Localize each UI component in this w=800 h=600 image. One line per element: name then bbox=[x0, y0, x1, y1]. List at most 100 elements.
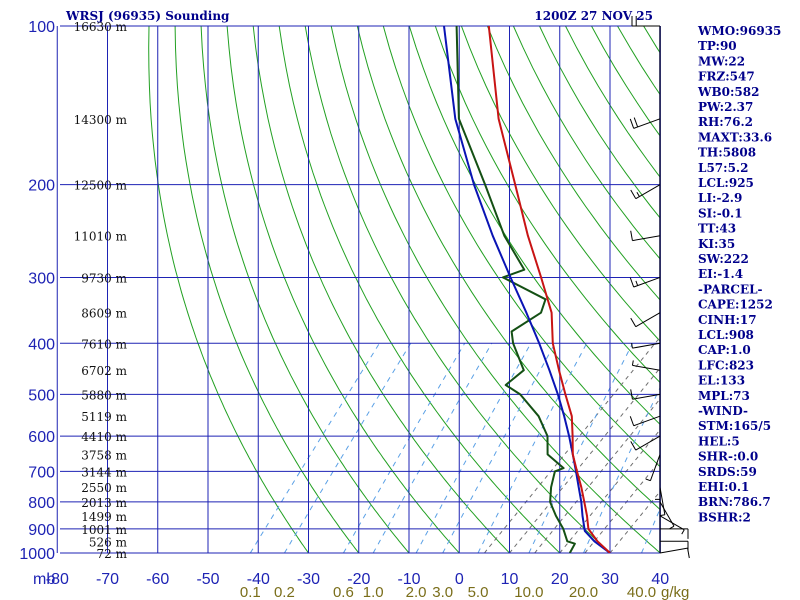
mixing-ratio-label: 0.2 bbox=[274, 584, 295, 600]
mixing-ratio-label: 3.0 bbox=[432, 584, 453, 600]
height-label: 6702 m bbox=[81, 364, 127, 378]
pressure-tick-label: 100 bbox=[28, 19, 55, 36]
temperature-tick-label: 20 bbox=[551, 571, 569, 588]
sounding-index: TT:43 bbox=[698, 222, 736, 236]
mixing-ratio-label: 5.0 bbox=[468, 584, 489, 600]
sounding-index: PW:2.37 bbox=[698, 100, 753, 114]
height-label: 3144 m bbox=[81, 465, 127, 479]
pressure-tick-label: 200 bbox=[28, 178, 55, 195]
wind-barb-flag bbox=[659, 514, 665, 517]
wind-barb-staff bbox=[633, 276, 661, 288]
pressure-tick-label: 600 bbox=[28, 429, 55, 446]
height-label: 11010 m bbox=[74, 230, 128, 244]
dry-adiabat bbox=[486, 26, 660, 301]
height-label: 14300 m bbox=[74, 113, 128, 127]
dry-adiabat bbox=[148, 26, 309, 553]
wind-barb-staff bbox=[659, 547, 688, 554]
sounding-index: -PARCEL- bbox=[698, 282, 763, 296]
wind-barb-staff bbox=[635, 435, 661, 451]
dry-adiabat bbox=[252, 26, 510, 553]
wind-barb-flag bbox=[630, 189, 637, 199]
sounding-index: LCL:908 bbox=[698, 328, 754, 342]
temperature-tick-label: -40 bbox=[247, 571, 270, 588]
pressure-tick-label: 700 bbox=[28, 464, 55, 481]
wind-barb-flag bbox=[631, 360, 634, 366]
wind-barb-flag bbox=[630, 441, 637, 451]
wind-barb-flag bbox=[645, 478, 651, 482]
wind-barb-flag bbox=[629, 118, 635, 129]
wind-barbs bbox=[629, 16, 690, 559]
mixing-ratio-label: 20.0 bbox=[569, 584, 598, 600]
dry-adiabat bbox=[512, 26, 660, 260]
wind-barb-flag bbox=[669, 525, 675, 530]
moist-adiabat bbox=[509, 367, 660, 553]
temperature-tick-label: -50 bbox=[196, 571, 219, 588]
temperature-tick-label: -30 bbox=[297, 571, 320, 588]
temperature-tick-label: -60 bbox=[146, 571, 169, 588]
wind-barb-staff bbox=[659, 487, 666, 515]
wind-barb bbox=[629, 117, 661, 129]
sounding-index: LCL:925 bbox=[698, 176, 754, 190]
dry-adiabat bbox=[304, 26, 611, 553]
sounding-index: EI:-1.4 bbox=[698, 267, 743, 281]
sounding-index: TP:90 bbox=[698, 39, 737, 53]
dry-adiabats bbox=[148, 26, 660, 553]
height-label: 5880 m bbox=[81, 388, 127, 402]
dry-adiabat bbox=[408, 26, 660, 425]
wind-barb bbox=[659, 487, 666, 517]
wind-barb bbox=[630, 230, 661, 242]
wind-barb-flag bbox=[636, 191, 640, 197]
wind-barb-staff bbox=[632, 393, 661, 400]
temperature-trace bbox=[487, 26, 611, 553]
pressure-tick-label: 1000 bbox=[19, 546, 55, 563]
pressure-unit-label: mb bbox=[33, 571, 55, 588]
height-label: 1001 m bbox=[81, 523, 127, 537]
temperature-tick-label: -80 bbox=[46, 571, 69, 588]
wind-barb bbox=[660, 540, 689, 552]
pressure-tick-label: 300 bbox=[28, 270, 55, 287]
height-label: 2550 m bbox=[81, 481, 127, 495]
dry-adiabat bbox=[382, 26, 660, 468]
sounding-index: KI:35 bbox=[698, 237, 735, 251]
height-label: 4410 m bbox=[81, 430, 127, 444]
sounding-index: WMO:96935 bbox=[697, 24, 781, 38]
height-label: 3758 m bbox=[81, 448, 127, 462]
sounding-index: CINH:17 bbox=[698, 313, 757, 327]
wind-barb-staff bbox=[632, 342, 661, 349]
wind-barb-flag bbox=[630, 230, 633, 241]
wind-barb-staff bbox=[632, 364, 661, 371]
moist-adiabat bbox=[484, 336, 660, 553]
sounding-index: LFC:823 bbox=[698, 358, 754, 372]
mixing-ratio-label: 0.6 bbox=[333, 584, 354, 600]
wind-barb-staff bbox=[649, 454, 661, 481]
dry-adiabat bbox=[356, 26, 660, 511]
mixing-ratio-unit-label: g/kg bbox=[661, 584, 689, 600]
sounding-index: SHR-:0.0 bbox=[698, 450, 758, 464]
pressure-tick-label: 800 bbox=[28, 495, 55, 512]
sounding-index: HEL:5 bbox=[698, 434, 740, 448]
temperature-tick-label: 0 bbox=[455, 571, 464, 588]
wind-barb-flag bbox=[631, 343, 633, 349]
wind-barb bbox=[629, 415, 661, 427]
mixing-ratio-label: 10.0 bbox=[514, 584, 543, 600]
height-label: 72 m bbox=[97, 547, 128, 561]
wind-barb bbox=[655, 471, 661, 500]
sounding-index: BRN:786.7 bbox=[698, 495, 771, 509]
height-label: 12500 m bbox=[74, 179, 128, 193]
sounding-index: SW:222 bbox=[698, 252, 749, 266]
dry-adiabat bbox=[434, 26, 660, 384]
height-label: 9730 m bbox=[81, 271, 127, 285]
wind-barb-flag bbox=[635, 280, 639, 286]
moist-adiabat bbox=[559, 429, 660, 553]
sounding-index: WB0:582 bbox=[697, 85, 759, 99]
sounding-index: MAXT:33.6 bbox=[698, 130, 772, 144]
height-label: 7610 m bbox=[81, 337, 127, 351]
sounding-index: RH:76.2 bbox=[698, 115, 753, 129]
parcel-trace bbox=[443, 26, 611, 553]
wind-barb-staff bbox=[633, 415, 661, 427]
wind-barb bbox=[630, 184, 661, 200]
